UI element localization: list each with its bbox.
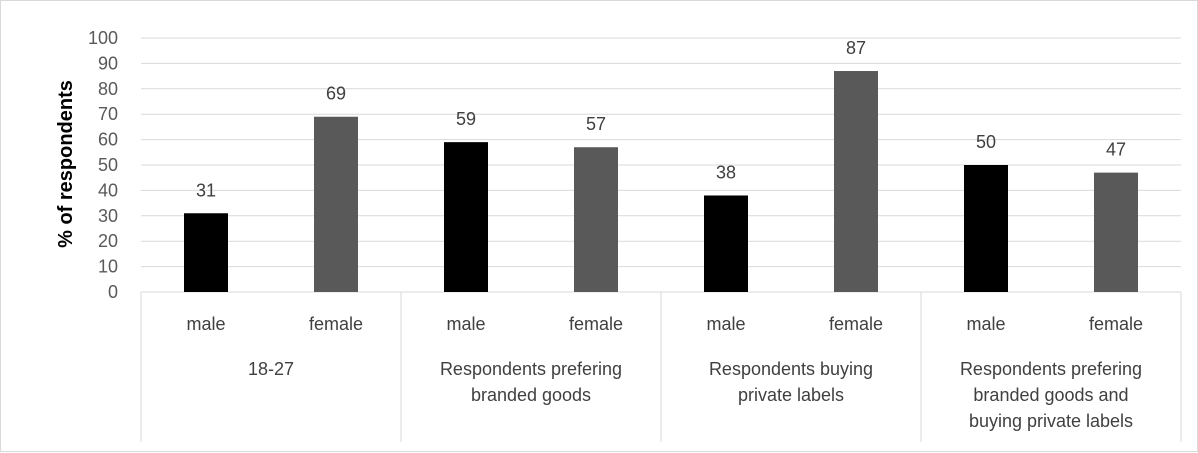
y-tick-label: 30 xyxy=(98,206,118,226)
category-label: male xyxy=(186,314,225,334)
category-label: male xyxy=(966,314,1005,334)
bars xyxy=(184,71,1138,293)
bar-female xyxy=(1094,172,1138,292)
bar-female xyxy=(834,71,878,293)
y-tick-label: 90 xyxy=(98,53,118,73)
group-label: branded goods and xyxy=(973,385,1128,405)
gridlines xyxy=(140,37,1182,442)
group-label: buying private labels xyxy=(969,411,1133,431)
data-label: 50 xyxy=(976,132,996,152)
category-label: female xyxy=(309,314,363,334)
data-label: 87 xyxy=(846,38,866,58)
data-label: 47 xyxy=(1106,140,1126,160)
y-axis-ticks: 0 10 20 30 40 50 60 70 80 90 100 xyxy=(88,28,118,302)
bar-male xyxy=(704,195,748,292)
category-label: male xyxy=(446,314,485,334)
group-label: 18-27 xyxy=(248,359,294,379)
group-label: private labels xyxy=(738,385,844,405)
y-tick-label: 20 xyxy=(98,231,118,251)
data-label: 38 xyxy=(716,162,736,182)
category-label: female xyxy=(569,314,623,334)
y-tick-label: 0 xyxy=(108,282,118,302)
y-tick-label: 60 xyxy=(98,130,118,150)
group-label: Respondents prefering xyxy=(960,359,1142,379)
data-label: 31 xyxy=(196,180,216,200)
x-axis-categories: male female 18-27 male female Respondents pre… xyxy=(186,314,1143,431)
bar-male xyxy=(184,213,228,292)
data-label: 59 xyxy=(456,109,476,129)
group-label: Respondents buying xyxy=(709,359,873,379)
y-tick-label: 100 xyxy=(88,28,118,48)
data-labels: 31 69 59 57 38 87 50 47 xyxy=(196,38,1126,200)
y-tick-label: 40 xyxy=(98,180,118,200)
category-label: male xyxy=(706,314,745,334)
y-tick-label: 70 xyxy=(98,104,118,124)
bar-female xyxy=(314,116,358,293)
y-tick-label: 10 xyxy=(98,257,118,277)
category-label: female xyxy=(829,314,883,334)
y-tick-label: 50 xyxy=(98,155,118,175)
data-label: 69 xyxy=(326,84,346,104)
y-tick-label: 80 xyxy=(98,79,118,99)
bar-male xyxy=(444,142,488,292)
group-label: branded goods xyxy=(471,385,591,405)
data-label: 57 xyxy=(586,114,606,134)
category-label: female xyxy=(1089,314,1143,334)
bar-female xyxy=(574,147,618,292)
group-label: Respondents prefering xyxy=(440,359,622,379)
bar-male xyxy=(964,165,1008,292)
y-axis-title: % of respondents xyxy=(55,80,77,248)
